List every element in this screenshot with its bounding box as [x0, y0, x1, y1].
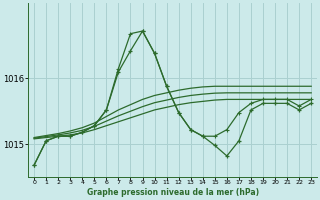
X-axis label: Graphe pression niveau de la mer (hPa): Graphe pression niveau de la mer (hPa): [87, 188, 259, 197]
